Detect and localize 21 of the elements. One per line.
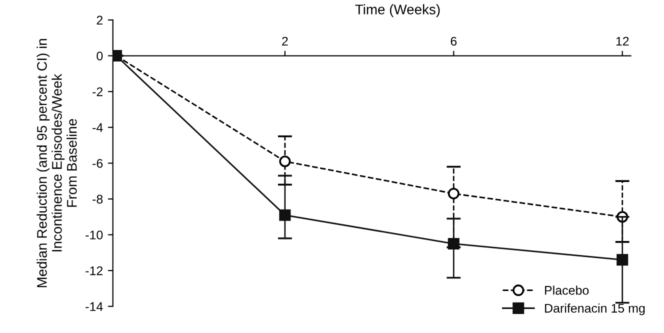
y-tick-label: 0 bbox=[96, 52, 103, 60]
x-tick-label: 12 bbox=[616, 36, 629, 46]
y-tick-label: 2 bbox=[96, 16, 103, 25]
y-tick-label: -4 bbox=[92, 123, 103, 132]
point bbox=[279, 209, 291, 221]
y-tick-label: -6 bbox=[92, 158, 103, 168]
legend-label: Placebo bbox=[545, 286, 589, 295]
point bbox=[448, 238, 460, 250]
y-tick-label: -10 bbox=[86, 230, 103, 240]
y-tick-label: -14 bbox=[86, 302, 103, 311]
y-axis-title: Median Reduction (and 95 percent CI) in Incontinence Episodes/Week From Baseline bbox=[36, 38, 77, 288]
x-tick-label: 6 bbox=[450, 36, 457, 46]
y-tick-label: -12 bbox=[86, 266, 103, 276]
y-tick-label: -8 bbox=[92, 194, 103, 204]
y-tick-label: -2 bbox=[92, 87, 103, 96]
point bbox=[279, 156, 291, 168]
point bbox=[616, 254, 628, 266]
point bbox=[448, 188, 460, 200]
x-tick-label: 2 bbox=[282, 36, 288, 46]
x-axis-title: Time (Weeks) bbox=[355, 4, 440, 18]
legend-label: Darifenacin 15 mg bbox=[545, 304, 645, 316]
